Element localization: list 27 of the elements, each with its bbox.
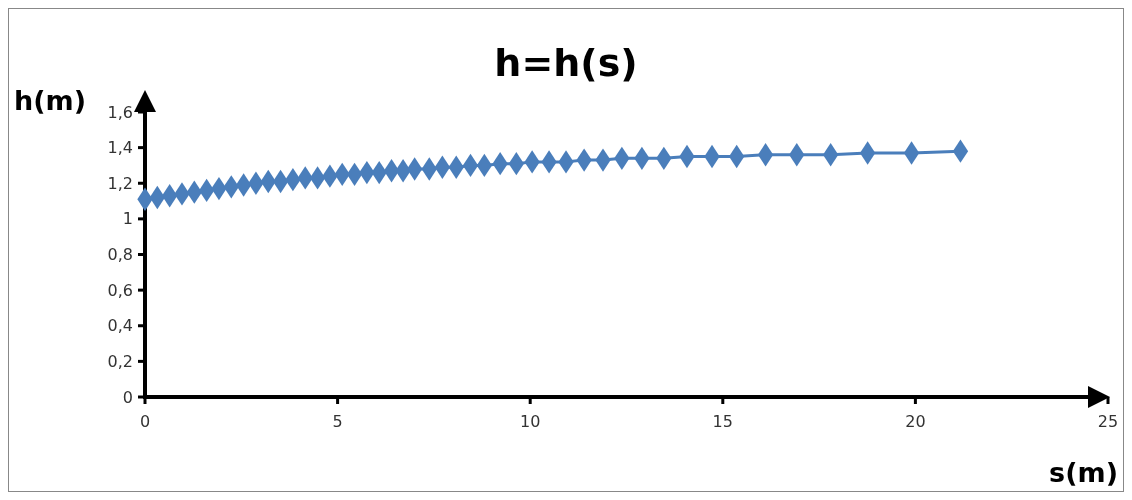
point [859, 141, 876, 165]
point [952, 139, 969, 163]
x-tick-label: 10 [520, 412, 541, 431]
point [235, 173, 252, 197]
y-tick-label: 1,4 [107, 138, 133, 158]
point [309, 166, 326, 190]
x-tick-label: 25 [1097, 412, 1119, 431]
y-tick-label: 1,2 [107, 173, 133, 193]
y-axis-title: h(m) [14, 85, 87, 116]
y-tick-label: 0,4 [107, 316, 133, 336]
y-tick-label: 1 [122, 209, 133, 229]
y-tick-label: 0,8 [107, 245, 133, 265]
x-tick-label: 15 [712, 412, 733, 431]
x-tick-label: 20 [905, 412, 926, 431]
point [757, 143, 774, 167]
x-tick-label: 0 [139, 412, 151, 431]
x-tick-label: 5 [332, 412, 343, 431]
y-tick-label: 1,6 [107, 102, 133, 122]
x-axis-title: s(m) [1049, 457, 1118, 488]
point [406, 157, 423, 181]
point [434, 155, 451, 179]
y-tick-label: 0,2 [107, 351, 133, 371]
point [903, 141, 920, 165]
point [383, 159, 400, 183]
y-tick-label: 0 [122, 387, 133, 407]
chart-title: h=h(s) [494, 41, 638, 85]
y-tick-label: 0,6 [107, 280, 133, 300]
